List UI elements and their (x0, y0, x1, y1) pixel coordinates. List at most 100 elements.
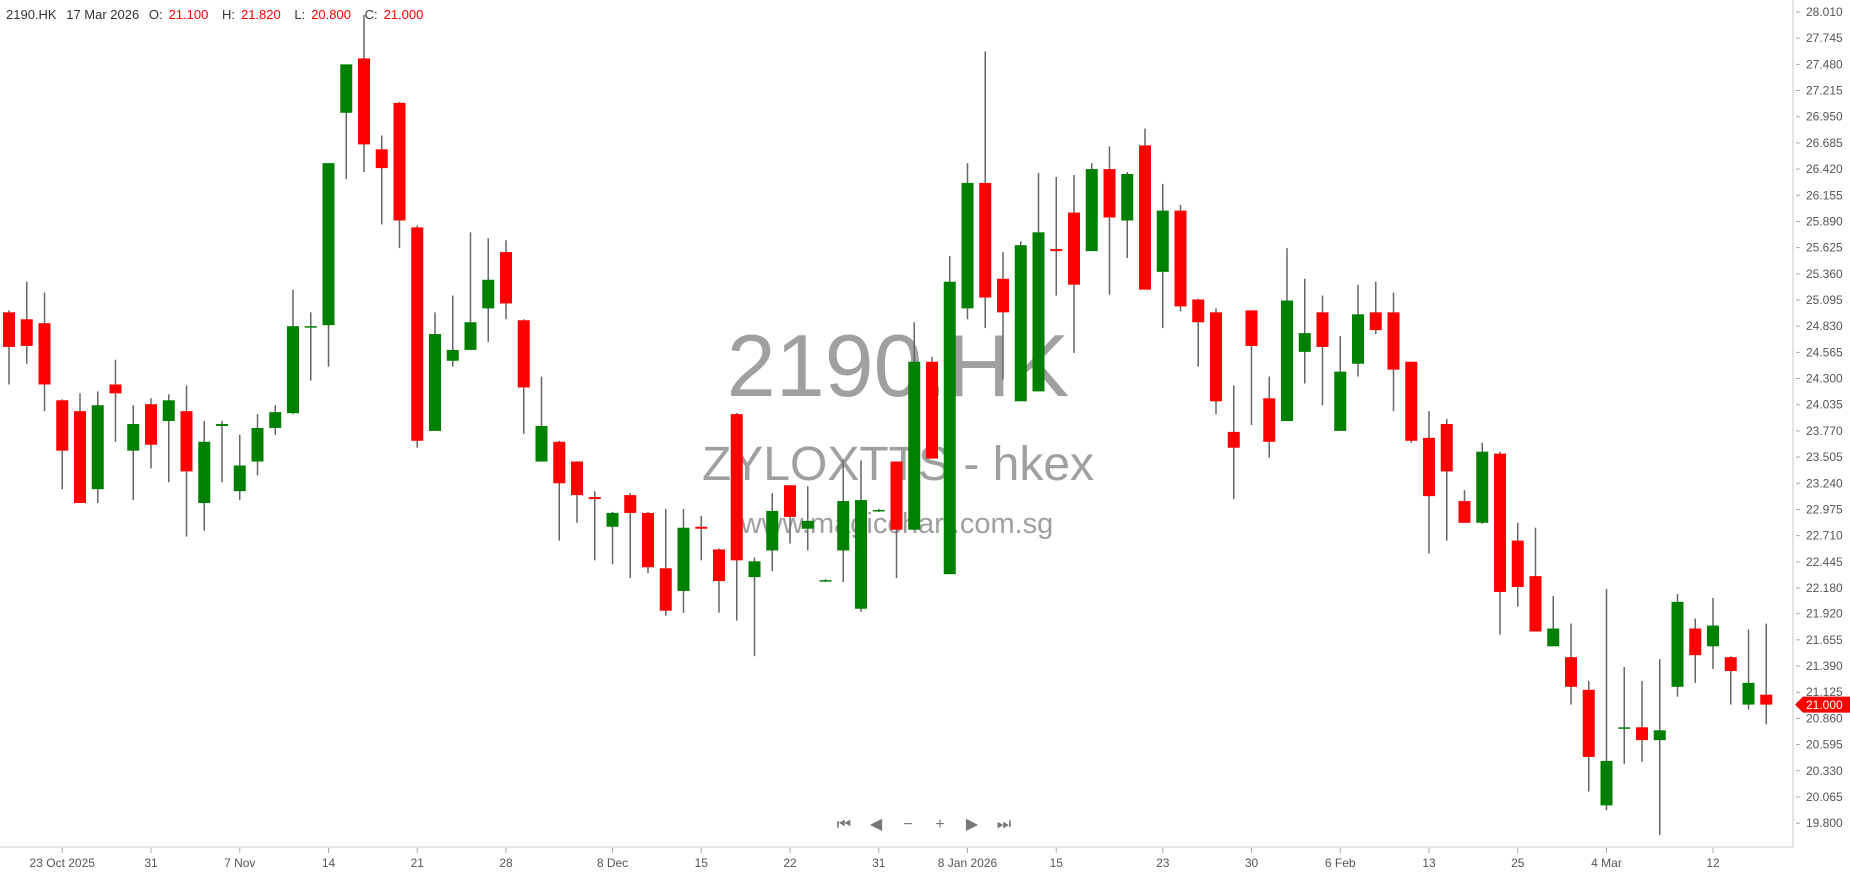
minus-icon[interactable]: − (903, 816, 913, 833)
candle-down[interactable] (375, 135, 388, 225)
candle-down[interactable] (588, 491, 601, 561)
candle-down[interactable] (997, 252, 1009, 380)
candle-down[interactable] (1440, 419, 1453, 541)
candle-down[interactable] (393, 101, 406, 249)
candle-down[interactable] (1227, 385, 1240, 500)
candle-down[interactable] (1387, 292, 1400, 412)
candle-down[interactable] (571, 461, 583, 523)
candle-down[interactable] (517, 319, 530, 434)
candle-up[interactable] (1671, 593, 1684, 697)
candle-down[interactable] (1636, 680, 1648, 762)
candle-up[interactable] (801, 486, 814, 551)
candle-down[interactable] (1068, 175, 1080, 353)
candle-down[interactable] (1423, 411, 1435, 554)
candle-down[interactable] (1511, 522, 1524, 607)
candle-up[interactable] (233, 434, 246, 501)
candle-down[interactable] (730, 413, 743, 621)
candle-down[interactable] (1245, 310, 1258, 425)
candle-up[interactable] (1653, 659, 1666, 836)
candle-up[interactable] (908, 322, 921, 530)
candle-up[interactable] (1600, 588, 1613, 811)
candle-down[interactable] (1050, 176, 1063, 296)
candle-up[interactable] (748, 557, 761, 657)
candle-down[interactable] (1760, 623, 1773, 725)
candle-down[interactable] (109, 359, 122, 442)
candle-up[interactable] (1618, 667, 1631, 764)
candle-down[interactable] (926, 356, 938, 459)
candle-down[interactable] (38, 292, 51, 412)
candle-down[interactable] (1103, 146, 1116, 295)
candle-up[interactable] (269, 405, 282, 435)
candle-up[interactable] (606, 511, 619, 565)
plus-icon[interactable]: + (935, 816, 945, 833)
candle-up[interactable] (1298, 278, 1311, 384)
candle-down[interactable] (1369, 281, 1382, 335)
candle-up[interactable] (1085, 163, 1098, 252)
candle-up[interactable] (464, 232, 477, 350)
candle-up[interactable] (340, 64, 353, 179)
candle-up[interactable] (1352, 284, 1364, 377)
candle-up[interactable] (198, 421, 211, 531)
candle-up[interactable] (961, 163, 974, 320)
candle-up[interactable] (819, 579, 832, 583)
candle-up[interactable] (766, 493, 779, 572)
candle-up[interactable] (1121, 172, 1134, 259)
candle-up[interactable] (162, 394, 175, 483)
candle-down[interactable] (1529, 527, 1542, 632)
candle-down[interactable] (1139, 128, 1151, 290)
candle-up[interactable] (1547, 595, 1560, 647)
time-axis[interactable]: 23 Oct 2025 31 7 Nov 14 21 28 8 Dec 15 22 31 8 Jan… (30, 848, 1720, 870)
step-forward-icon[interactable]: ▶︎ (965, 816, 979, 833)
candle-down[interactable] (411, 225, 424, 448)
candle-down[interactable] (713, 548, 725, 613)
candle-down[interactable] (3, 310, 15, 385)
candle-down[interactable] (1582, 680, 1595, 792)
candle-up[interactable] (677, 508, 690, 613)
candle-up[interactable] (429, 312, 441, 431)
candle-down[interactable] (1192, 298, 1205, 367)
candle-up[interactable] (1281, 248, 1293, 422)
candle-up[interactable] (251, 414, 264, 476)
candle-down[interactable] (1210, 308, 1222, 415)
candle-down[interactable] (180, 385, 193, 537)
skip-to-start-icon[interactable]: ⏮︎ (836, 816, 852, 833)
candle-up[interactable] (1742, 629, 1755, 710)
candle-up[interactable] (535, 376, 548, 462)
candle-down[interactable] (74, 393, 86, 504)
candle-down[interactable] (1316, 295, 1329, 406)
candle-down[interactable] (1263, 376, 1276, 458)
candle-down[interactable] (20, 281, 33, 364)
price-axis[interactable]: 28.010 27.745 27.480 27.215 26.950 26.685 26.4… (1796, 5, 1843, 830)
skip-to-end-icon[interactable]: ⏭︎ (996, 816, 1012, 833)
candle-up[interactable] (216, 421, 228, 483)
candle-down[interactable] (659, 508, 672, 616)
candle-up[interactable] (855, 460, 867, 612)
candle-down[interactable] (890, 461, 903, 579)
candle-up[interactable] (304, 312, 317, 381)
candle-up[interactable] (1156, 183, 1169, 329)
candle-up[interactable] (91, 391, 104, 504)
candle-up[interactable] (446, 295, 459, 367)
candle-down[interactable] (1689, 618, 1702, 683)
candle-down[interactable] (979, 51, 992, 329)
step-back-icon[interactable]: ◀︎ (869, 816, 883, 833)
candle-up[interactable] (1032, 173, 1045, 392)
candle-down[interactable] (624, 493, 637, 579)
candle-up[interactable] (943, 256, 956, 575)
candle-down[interactable] (695, 515, 708, 561)
candle-down[interactable] (1174, 204, 1187, 312)
candle-up[interactable] (287, 289, 299, 415)
candle-up[interactable] (1334, 336, 1347, 431)
candle-up[interactable] (872, 508, 885, 512)
candle-down[interactable] (1565, 623, 1577, 705)
candle-down[interactable] (642, 511, 654, 574)
candle-up[interactable] (322, 163, 335, 367)
candle-down[interactable] (1458, 490, 1471, 523)
candle-up[interactable] (127, 405, 140, 501)
candle-up[interactable] (1014, 241, 1027, 402)
candle-down[interactable] (1405, 361, 1418, 443)
candle-down[interactable] (56, 399, 69, 490)
candle-down[interactable] (784, 485, 796, 544)
candle-down[interactable] (500, 240, 512, 320)
